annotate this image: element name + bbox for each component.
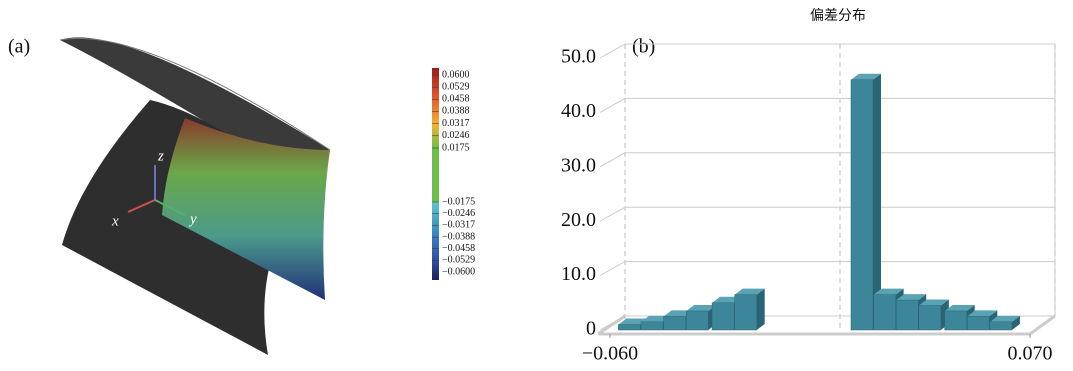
colorbar-label: −0.0246	[442, 208, 475, 219]
bar-front	[686, 311, 708, 330]
colorbar-label: −0.0388	[442, 231, 475, 242]
colorbar-label: −0.0600	[442, 266, 475, 277]
bar-front	[618, 325, 640, 330]
colorbar-label: −0.0317	[442, 220, 475, 231]
bar	[851, 74, 881, 330]
figure: (a) z x y 0.06000.0529 0.04580.03880.0317…	[0, 0, 1073, 371]
axis-label: z	[157, 148, 164, 164]
bar-front	[664, 316, 686, 330]
bar	[735, 289, 765, 330]
panel-label: (b)	[632, 36, 655, 58]
bar-front	[712, 303, 734, 330]
bar-front	[874, 295, 896, 330]
bar-front	[990, 322, 1012, 330]
colorbar-label: −0.0175	[442, 196, 475, 207]
x-tick-label: 0.070	[1008, 343, 1053, 365]
bar	[919, 300, 949, 330]
grid-line	[600, 153, 1055, 167]
y-tick-label: 20.0	[561, 209, 596, 231]
y-tick-label: 0	[586, 318, 596, 340]
colorbar	[432, 148, 439, 202]
bar	[686, 305, 716, 330]
colorbar-label: 0.0529	[442, 81, 470, 92]
grid-line	[600, 44, 1055, 58]
bar-side	[757, 289, 765, 330]
grid-line	[600, 262, 1055, 276]
bar-front	[641, 322, 663, 330]
colorbar-label: 0.0246	[442, 130, 470, 141]
colorbar-label: 0.0175	[442, 142, 470, 153]
colorbar-label: 0.0600	[442, 69, 470, 80]
chart-title: 偏差分布	[810, 8, 866, 24]
grid-line	[600, 207, 1055, 221]
bar-front	[967, 316, 989, 330]
colorbar-label: −0.0458	[442, 243, 475, 254]
bar-front	[851, 80, 873, 330]
panel-label: (a)	[8, 36, 30, 58]
bar-front	[896, 300, 918, 330]
grid-line	[600, 98, 1055, 112]
bar-front	[945, 311, 967, 330]
axis-label: x	[111, 213, 119, 229]
y-tick-label: 40.0	[561, 100, 596, 122]
bar-front	[919, 306, 941, 330]
colorbar-label: −0.0529	[442, 255, 475, 266]
axis-label: y	[188, 211, 197, 227]
y-tick-label: 10.0	[561, 263, 596, 285]
y-tick-label: 50.0	[561, 46, 596, 68]
x-tick-label: −0.060	[582, 343, 638, 365]
colorbar-label: 0.0388	[442, 106, 470, 117]
colorbar-label: 0.0458	[442, 94, 470, 105]
y-tick-label: 30.0	[561, 154, 596, 176]
panel-b: 偏差分布 (b) 0 10.0 20.0 30.0 40.0 50.0 −0.060 0.07…	[561, 8, 1055, 365]
colorbar-label: 0.0317	[442, 118, 470, 129]
bar-front	[735, 295, 757, 330]
